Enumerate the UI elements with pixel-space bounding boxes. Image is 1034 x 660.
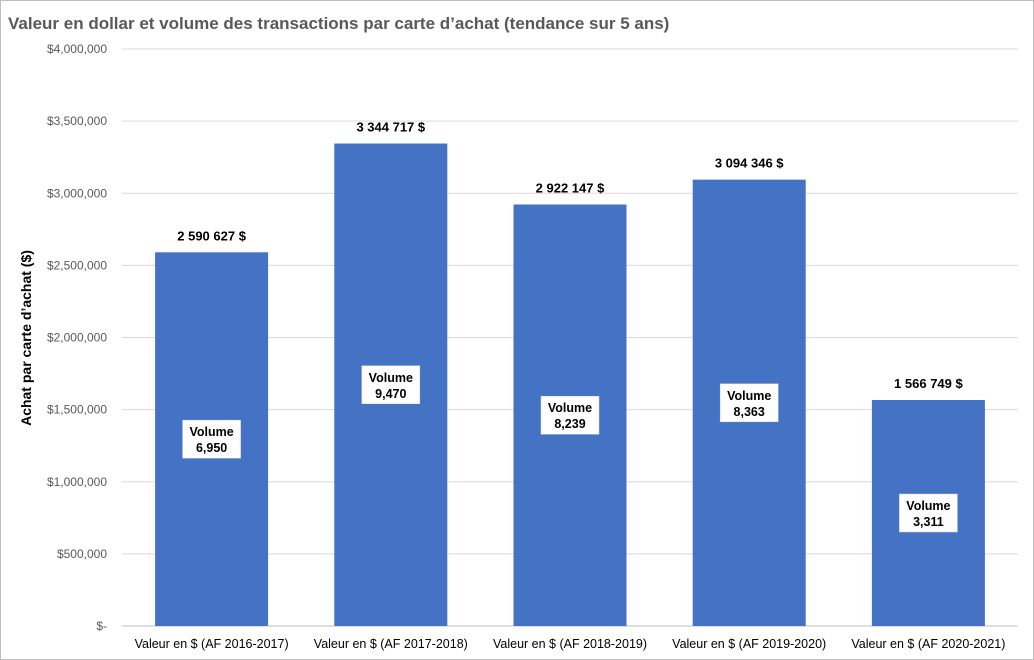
x-tick-label: Valeur en $ (AF 2018-2019) [493, 637, 647, 651]
chart-title: Valeur en dollar et volume des transacti… [8, 14, 670, 33]
y-tick-label: $3,500,000 [47, 114, 107, 128]
y-tick-label: $- [96, 619, 107, 633]
x-tick-label: Valeur en $ (AF 2019-2020) [672, 637, 826, 651]
volume-label-value: 8,363 [734, 405, 765, 419]
y-tick-label: $3,000,000 [47, 186, 107, 200]
volume-label-box [361, 365, 421, 405]
y-tick-label: $500,000 [57, 547, 107, 561]
y-axis-ticks: $- $500,000 $1,000,000 $1,500,000 $2,000,000… [47, 42, 107, 633]
volume-label-value: 8,239 [554, 417, 585, 431]
x-tick-label: Valeur en $ (AF 2020-2021) [851, 637, 1005, 651]
volume-label-box [719, 383, 779, 423]
data-label: 2 590 627 $ [177, 228, 246, 243]
y-tick-label: $1,000,000 [47, 475, 107, 489]
y-tick-label: $2,500,000 [47, 258, 107, 272]
x-axis-ticks: Valeur en $ (AF 2016-2017) Valeur en $ (A… [135, 637, 1006, 651]
data-label: 3 094 346 $ [715, 156, 784, 171]
y-tick-label: $2,000,000 [47, 331, 107, 345]
data-label: 3 344 717 $ [356, 120, 425, 135]
volume-label-box [540, 395, 600, 435]
volume-label-box [182, 419, 241, 459]
volume-label-value: 9,470 [375, 387, 406, 401]
bars: 2 590 627 $ Volume 6,950 3 344 717 $ Volume 9… [155, 120, 985, 627]
volume-label-title: Volume [548, 401, 592, 415]
volume-label-title: Volume [189, 425, 233, 439]
volume-label-value: 6,950 [196, 441, 227, 455]
data-label: 2 922 147 $ [536, 180, 605, 195]
x-tick-label: Valeur en $ (AF 2017-2018) [314, 637, 468, 651]
volume-label-title: Volume [727, 389, 771, 403]
volume-label-box [899, 493, 958, 533]
volume-label-title: Volume [906, 499, 950, 513]
y-tick-label: $4,000,000 [47, 42, 107, 56]
data-label: 1 566 749 $ [894, 376, 963, 391]
y-axis-label: Achat par carte d’achat ($) [18, 250, 34, 426]
x-tick-label: Valeur en $ (AF 2016-2017) [135, 637, 289, 651]
y-tick-label: $1,500,000 [47, 403, 107, 417]
volume-label-value: 3,311 [913, 515, 944, 529]
volume-label-title: Volume [369, 371, 413, 385]
